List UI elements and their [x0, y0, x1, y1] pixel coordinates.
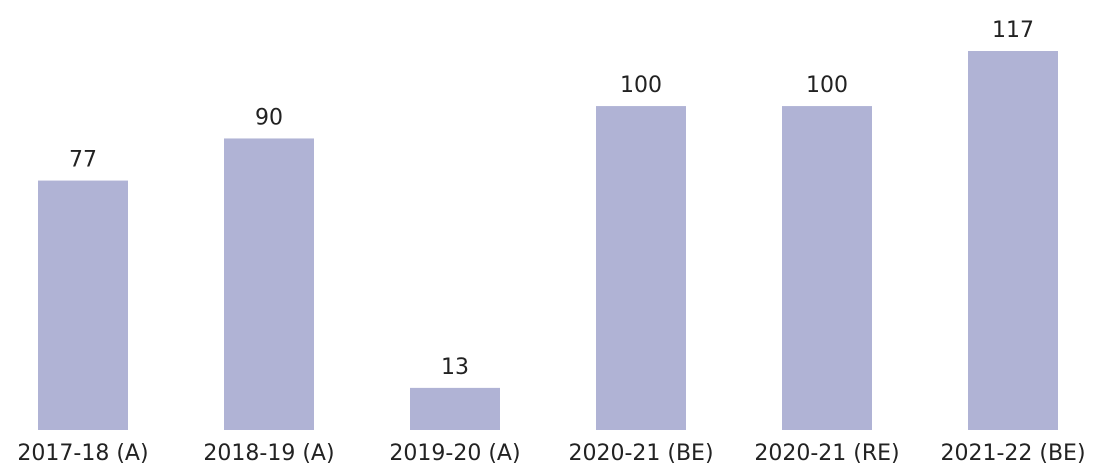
data-label: 90: [255, 105, 283, 130]
x-tick-label: 2019-20 (A): [389, 441, 520, 466]
x-tick-label: 2017-18 (A): [17, 441, 148, 466]
data-label: 100: [620, 73, 662, 98]
bar: [38, 180, 128, 430]
x-tick-label: 2020-21 (BE): [568, 441, 713, 466]
data-label: 100: [806, 73, 848, 98]
x-tick-label: 2018-19 (A): [203, 441, 334, 466]
data-label: 13: [441, 355, 469, 380]
x-tick-label: 2020-21 (RE): [754, 441, 899, 466]
bar: [410, 387, 500, 430]
data-label: 77: [69, 148, 97, 173]
x-tick-label: 2021-22 (BE): [940, 441, 1085, 466]
bar: [968, 51, 1058, 430]
bar: [224, 138, 314, 430]
bar: [782, 106, 872, 431]
bar: [596, 106, 686, 431]
data-label: 117: [992, 18, 1034, 43]
